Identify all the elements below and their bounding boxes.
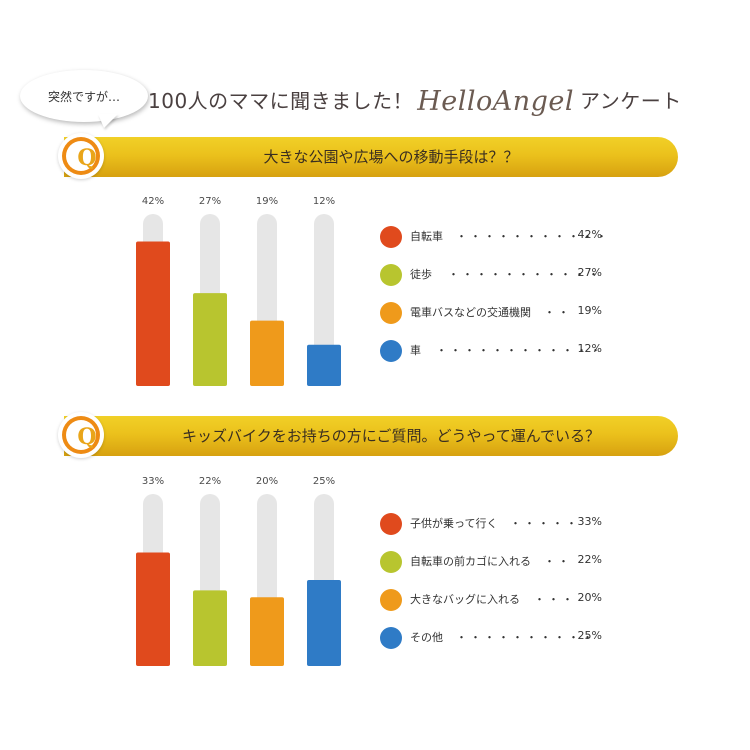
question-text-1: 大きな公園や広場への移動手段は？？: [263, 148, 519, 166]
bar-chart-1: 42% 27% 19% 12%: [136, 196, 341, 386]
legend-dot: [380, 264, 402, 286]
legend-leader-dots: ・・・: [534, 593, 576, 606]
bar-value-label: 22%: [199, 476, 221, 487]
bar: [250, 597, 284, 666]
legend-leader-dots: ・・・・・・・・・・・: [456, 230, 610, 243]
legend-dot: [380, 226, 402, 248]
legend-label: 徒歩: [410, 268, 432, 281]
legend-1: 自転車 ・・・・・・・・・・・ 42% 徒歩 ・・・・・・・・・・・ 27% 電…: [380, 222, 610, 374]
bar-value-label: 19%: [256, 196, 278, 207]
bar-value-label: 42%: [142, 196, 164, 207]
legend-leader-dots: ・・・・・・・・・・: [456, 631, 596, 644]
legend-label: 自転車の前カゴに入れる: [410, 555, 531, 568]
legend-leader-dots: ・・: [544, 306, 572, 319]
bar-value-label: 20%: [256, 476, 278, 487]
legend-dot: [380, 551, 402, 573]
legend-item: 電車バスなどの交通機関 ・・ 19%: [380, 298, 610, 336]
legend-value: 42%: [577, 228, 602, 241]
bar-value-label: 12%: [313, 196, 335, 207]
legend-leader-dots: ・・: [544, 555, 572, 568]
legend-item: 自転車 ・・・・・・・・・・・ 42%: [380, 222, 610, 260]
title-suffix: アンケート: [580, 89, 682, 113]
legend-leader-dots: ・・・・・: [510, 517, 580, 530]
q-badge-letter: Q: [77, 424, 97, 450]
bubble-tail: [98, 114, 118, 128]
bar: [193, 590, 227, 666]
legend-item: 大きなバッグに入れる ・・・ 20%: [380, 585, 610, 623]
legend-label: 車: [410, 344, 421, 357]
bar-chart-2: 33% 22% 20% 25%: [136, 476, 341, 666]
legend-value: 12%: [577, 342, 602, 355]
legend-label: 電車バスなどの交通機関: [410, 306, 531, 319]
q-badge-letter: Q: [77, 145, 97, 171]
legend-item: 自転車の前カゴに入れる ・・ 22%: [380, 547, 610, 585]
legend-label: 自転車: [410, 230, 443, 243]
q-badge-icon: [58, 412, 104, 458]
bubble-text: 突然ですが…: [20, 70, 148, 122]
legend-item: 子供が乗って行く ・・・・・ 33%: [380, 509, 610, 547]
bar-value-label: 27%: [199, 196, 221, 207]
legend-label: 子供が乗って行く: [410, 517, 498, 530]
question-banner-2: Q キッズバイクをお持ちの方にご質問。どうやって運んでいる？: [58, 412, 678, 458]
legend-label: その他: [410, 631, 443, 644]
bar-value-label: 33%: [142, 476, 164, 487]
legend-value: 20%: [577, 591, 602, 604]
title-prefix: 100人のママに聞きました！: [148, 89, 414, 113]
legend-dot: [380, 340, 402, 362]
bar-track: [314, 214, 334, 386]
legend-item: 車 ・・・・・・・・・・・・ 12%: [380, 336, 610, 374]
bar: [136, 552, 170, 666]
legend-dot: [380, 513, 402, 535]
bar: [250, 320, 284, 386]
legend-value: 33%: [577, 515, 602, 528]
question-text-2: キッズバイクをお持ちの方にご質問。どうやって運んでいる？: [182, 427, 600, 445]
bar: [136, 241, 170, 386]
legend-2: 子供が乗って行く ・・・・・ 33% 自転車の前カゴに入れる ・・ 22% 大き…: [380, 509, 610, 661]
legend-value: 27%: [577, 266, 602, 279]
brand-logo-text: HelloAngel: [417, 86, 575, 117]
bar: [307, 344, 341, 386]
bar: [307, 580, 341, 666]
legend-dot: [380, 589, 402, 611]
q-badge-icon: [58, 133, 104, 179]
legend-leader-dots: ・・・・・・・・・・・・: [436, 344, 604, 357]
bar-value-label: 25%: [313, 476, 335, 487]
legend-label: 大きなバッグに入れる: [410, 593, 520, 606]
legend-dot: [380, 302, 402, 324]
page-title: 100人のママに聞きました！ HelloAngel アンケート: [148, 84, 682, 117]
legend-value: 25%: [577, 629, 602, 642]
legend-item: その他 ・・・・・・・・・・ 25%: [380, 623, 610, 661]
question-banner-1: Q 大きな公園や広場への移動手段は？？: [58, 133, 678, 179]
legend-dot: [380, 627, 402, 649]
legend-item: 徒歩 ・・・・・・・・・・・ 27%: [380, 260, 610, 298]
bar: [193, 293, 227, 386]
intro-bubble: 突然ですが…: [20, 70, 160, 130]
legend-value: 22%: [577, 553, 602, 566]
legend-leader-dots: ・・・・・・・・・・・: [448, 268, 602, 281]
legend-value: 19%: [577, 304, 602, 317]
